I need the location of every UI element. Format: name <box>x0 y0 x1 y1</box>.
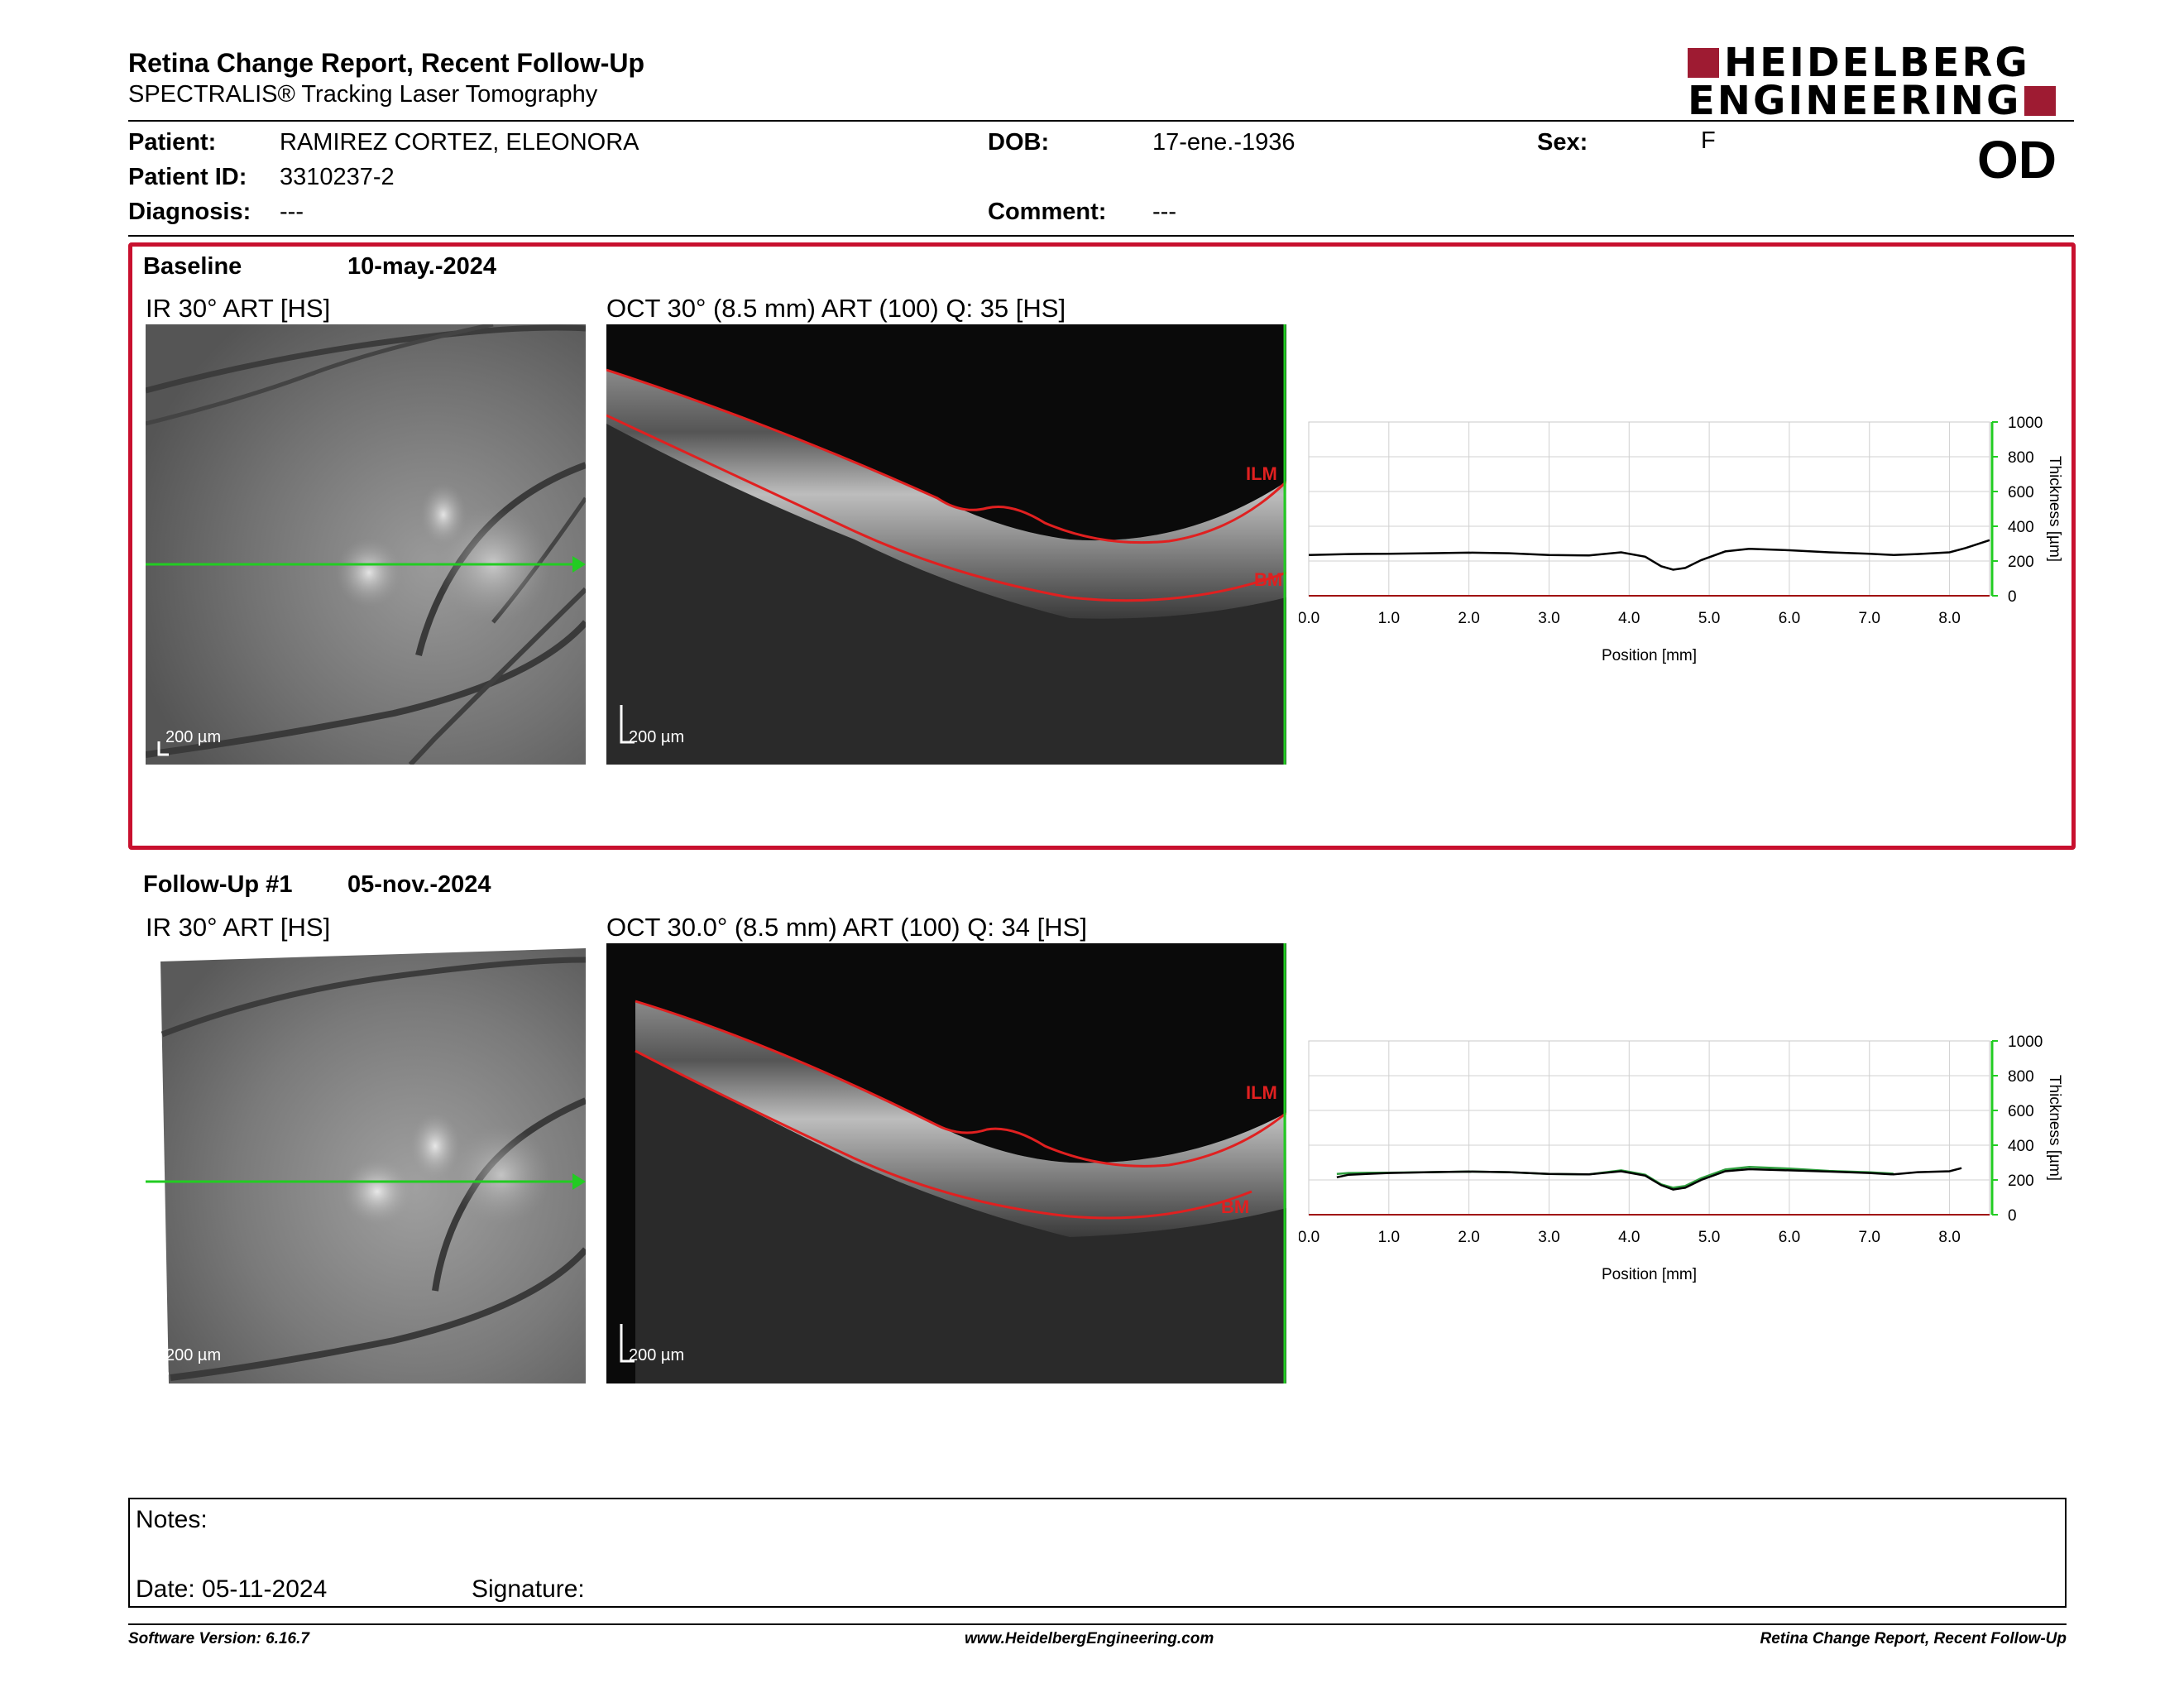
thickness-series-line <box>1308 539 1990 571</box>
baseline-panel <box>128 242 2076 850</box>
followup-date: 05-nov.-2024 <box>347 871 491 898</box>
x-tick-label: 5.0 <box>1698 1229 1720 1246</box>
y-tick-label: 0 <box>2008 1207 2017 1225</box>
y-tick-label: 1000 <box>2008 415 2043 432</box>
baseline-thickness-chart: 0 200 400 600 800 1000 0.0 1.0 2.0 3.0 4.0 5.0 6.0 7.… <box>1298 410 2076 683</box>
x-tick-label: 2.0 <box>1458 1229 1479 1246</box>
signature-label: Signature: <box>472 1575 585 1603</box>
followup-thickness-chart: 0 200 400 600 800 1000 0.0 1.0 2.0 3.0 4.0 5.0 6.0 7.… <box>1298 1029 2076 1302</box>
followup-ilm-label: ILM <box>1246 1082 1277 1103</box>
followup-ir-label: IR 30° ART [HS] <box>146 913 331 942</box>
baseline-oct-image <box>606 324 1286 765</box>
x-tick-label: 8.0 <box>1938 1229 1960 1246</box>
patient-label: Patient: <box>128 129 217 156</box>
footer-report-name: Retina Change Report, Recent Follow-Up <box>1760 1630 2067 1647</box>
plot-area <box>1308 421 1990 597</box>
x-tick-label: 2.0 <box>1458 610 1479 627</box>
report-subtitle: SPECTRALIS® Tracking Laser Tomography <box>128 81 598 108</box>
comment-value: --- <box>1152 199 1176 225</box>
y-tick-label: 800 <box>2008 449 2034 467</box>
x-tick-label: 5.0 <box>1698 610 1720 627</box>
y-tick-label: 0 <box>2008 588 2017 606</box>
patient-name: RAMIREZ CORTEZ, ELEONORA <box>280 129 639 156</box>
x-tick-label: 3.0 <box>1538 1229 1559 1246</box>
baseline-ir-label: IR 30° ART [HS] <box>146 294 331 323</box>
y-tick-label: 400 <box>2008 519 2034 536</box>
patient-id-label: Patient ID: <box>128 164 247 190</box>
y-axis-label: Thickness [µm] <box>2046 1075 2063 1181</box>
baseline-oct-scale: 200 µm <box>629 728 685 746</box>
footer-software-version: Software Version: 6.16.7 <box>128 1630 309 1647</box>
baseline-ir-scale: 200 µm <box>165 728 222 746</box>
notes-box <box>128 1498 2067 1608</box>
x-tick-label: 6.0 <box>1779 1229 1800 1246</box>
header-divider <box>128 120 2074 122</box>
x-tick-label: 7.0 <box>1859 1229 1880 1246</box>
y-tick-label: 600 <box>2008 484 2034 501</box>
dob-value: 17-ene.-1936 <box>1152 129 1296 156</box>
patient-divider <box>128 235 2074 237</box>
diagnosis-value: --- <box>280 199 304 225</box>
baseline-date: 10-may.-2024 <box>347 253 497 280</box>
x-tick-label: 1.0 <box>1378 610 1400 627</box>
baseline-ilm-label: ILM <box>1246 463 1277 484</box>
x-tick-label: 4.0 <box>1618 610 1640 627</box>
followup-ir-image <box>146 943 586 1383</box>
y-axis-label: Thickness [µm] <box>2046 456 2063 562</box>
plot-area <box>1308 1040 1990 1216</box>
x-tick-label: 1.0 <box>1378 1229 1400 1246</box>
x-tick-label: 4.0 <box>1618 1229 1640 1246</box>
x-tick-label: 7.0 <box>1859 610 1880 627</box>
baseline-oct-label: OCT 30° (8.5 mm) ART (100) Q: 35 [HS] <box>606 294 1066 323</box>
y-tick-label: 200 <box>2008 1172 2034 1190</box>
followup-oct-scale: 200 µm <box>629 1346 685 1364</box>
sex-value: F <box>1701 127 1716 154</box>
followup-oct-image <box>606 943 1286 1383</box>
comment-label: Comment: <box>988 199 1107 225</box>
x-tick-label: 0.0 <box>1299 1229 1320 1246</box>
y-tick-label: 600 <box>2008 1103 2034 1120</box>
baseline-bm-label: BM <box>1254 569 1283 590</box>
thickness-series-line <box>1336 1167 1962 1191</box>
x-tick-label: 8.0 <box>1938 610 1960 627</box>
followup-oct-label: OCT 30.0° (8.5 mm) ART (100) Q: 34 [HS] <box>606 913 1087 942</box>
y-tick-label: 200 <box>2008 554 2034 571</box>
eye-indicator: OD <box>1977 130 2057 189</box>
y-tick-label: 1000 <box>2008 1033 2043 1051</box>
notes-date: Date: 05-11-2024 <box>136 1575 328 1603</box>
footer-website: www.HeidelbergEngineering.com <box>965 1630 1214 1647</box>
followup-bm-label: BM <box>1221 1196 1250 1217</box>
logo-square-icon <box>2024 86 2057 116</box>
x-axis-label: Position [mm] <box>1602 1266 1697 1283</box>
notes-label: Notes: <box>136 1506 208 1533</box>
x-tick-label: 6.0 <box>1779 610 1800 627</box>
y-tick-label: 800 <box>2008 1068 2034 1086</box>
sex-label: Sex: <box>1537 129 1588 156</box>
y-tick-label: 400 <box>2008 1138 2034 1155</box>
dob-label: DOB: <box>988 129 1050 156</box>
patient-id: 3310237-2 <box>280 164 395 190</box>
baseline-ir-image <box>146 324 586 765</box>
x-axis-label: Position [mm] <box>1602 647 1697 664</box>
baseline-label: Baseline <box>143 253 242 280</box>
footer-divider <box>128 1623 2067 1625</box>
report-title: Retina Change Report, Recent Follow-Up <box>128 48 645 78</box>
logo-square-icon <box>1688 48 1719 78</box>
x-tick-label: 0.0 <box>1299 610 1320 627</box>
followup-label: Follow-Up #1 <box>143 871 293 898</box>
diagnosis-label: Diagnosis: <box>128 199 251 225</box>
followup-ir-scale: 200 µm <box>165 1346 222 1364</box>
heidelberg-logo: HEIDELBERG ENGINEERING <box>1688 43 2068 121</box>
x-tick-label: 3.0 <box>1538 610 1559 627</box>
